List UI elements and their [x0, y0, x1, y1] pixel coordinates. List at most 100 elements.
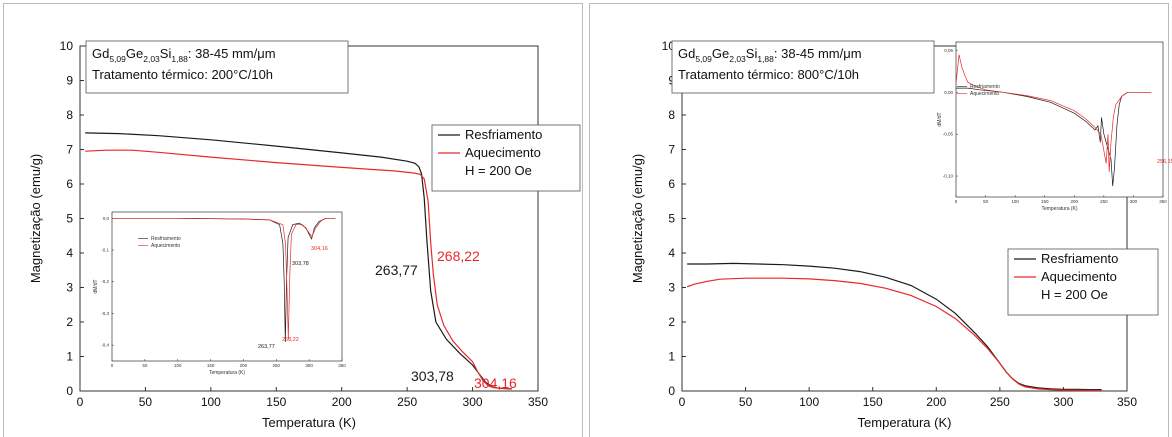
panel-frame — [589, 3, 1169, 437]
sample-formula: Gd5,09Ge2,03Si1,88: 38-45 mm/μm — [92, 46, 276, 64]
inset-x-axis-label: Temperatura (K) — [1041, 206, 1077, 212]
x-tick-label: 200 — [332, 395, 352, 409]
series-line-resfriamento — [687, 262, 1102, 391]
y-tick-label: 3 — [668, 281, 675, 295]
inset-plot-area — [111, 211, 343, 362]
y-tick-label: 6 — [668, 177, 675, 191]
x-tick-label: 0 — [77, 395, 84, 409]
x-tick-label: 150 — [863, 395, 883, 409]
inset-x-tick-label: 100 — [1011, 199, 1019, 204]
y-tick-label: 8 — [668, 108, 675, 122]
y-tick-label: 2 — [668, 315, 675, 329]
sample-formula-part: Si — [160, 46, 172, 61]
inset-x-tick-label: 300 — [1130, 199, 1138, 204]
y-tick-label: 7 — [66, 143, 73, 157]
panel-frame — [3, 3, 583, 437]
y-tick-label: 9 — [66, 74, 73, 88]
legend-field-note: H = 200 Oe — [1041, 287, 1108, 302]
inset-x-tick-label: 150 — [207, 363, 215, 368]
inset-legend-entry: Resfriamento — [970, 84, 1000, 90]
inset-annotation-label: 268,22 — [282, 337, 299, 343]
sample-formula-part: 5,09 — [695, 54, 712, 64]
inset-annotation-label: 303,78 — [292, 261, 309, 267]
inset-y-axis-label: dM/dT — [937, 112, 943, 126]
chart-panel-right: 050100150200250300350012345678910Tempera… — [586, 0, 1172, 437]
inset-annotation-label: 256,15 — [1157, 159, 1172, 165]
inset-x-tick-label: 250 — [273, 363, 281, 368]
inset-legend-entry: Resfriamento — [151, 236, 181, 242]
inset-legend-entry: Aquecimento — [970, 91, 999, 97]
info-box — [85, 40, 349, 94]
x-tick-label: 350 — [1117, 395, 1137, 409]
y-axis-label: Magnetização (emu/g) — [28, 154, 43, 283]
x-tick-label: 200 — [926, 395, 946, 409]
legend-entry: Resfriamento — [1041, 251, 1118, 266]
y-tick-label: 5 — [66, 212, 73, 226]
inset-x-tick-label: 100 — [174, 363, 182, 368]
chart-panel-left: 0 50 100 150 200 250 300 350 0 1 2 3 4 5 6 7 8 9 10 Tempera… — [3, 3, 583, 437]
x-axis-label: Temperatura (K) — [262, 415, 356, 430]
inset-x-tick-label: 50 — [983, 199, 989, 204]
inset-y-tick-label: 0,0 — [103, 216, 110, 221]
magnetization-chart-200C: 0 50 100 150 200 250 300 350 0 1 2 3 4 5 6 7 8 9 10 Tempera… — [3, 3, 583, 437]
annotation-label: 263,77 — [375, 262, 418, 278]
y-tick-label: 5 — [668, 212, 675, 226]
annotation-label: 268,22 — [437, 248, 480, 264]
inset-y-tick-label: -0,1 — [101, 248, 109, 253]
inset-x-tick-label: 350 — [338, 363, 346, 368]
x-tick-label: 100 — [799, 395, 819, 409]
inset-y-tick-label: -0,4 — [101, 343, 109, 348]
inset-x-tick-label: 350 — [1159, 199, 1167, 204]
inset-y-axis-label: dM/dT — [93, 279, 99, 293]
x-tick-label: 300 — [1053, 395, 1073, 409]
y-tick-label: 4 — [668, 246, 675, 260]
inset-plot-area — [955, 41, 1164, 198]
y-tick-label: 6 — [66, 177, 73, 191]
sample-formula-part: Si — [746, 46, 758, 61]
legend-entry: Aquecimento — [465, 145, 541, 160]
y-tick-label: 0 — [668, 384, 675, 398]
inset-series-line-aquecimento — [112, 217, 336, 339]
inset-x-tick-label: 200 — [1071, 199, 1079, 204]
sample-formula-part: Gd — [678, 46, 695, 61]
y-tick-label: 8 — [66, 108, 73, 122]
x-tick-label: 50 — [739, 395, 753, 409]
inset-legend-entry: Aquecimento — [151, 243, 180, 249]
legend-field-note: H = 200 Oe — [465, 163, 532, 178]
inset-x-axis-label: Temperatura (K) — [209, 370, 245, 376]
sample-formula-part: Gd — [92, 46, 109, 61]
legend-box — [1007, 248, 1159, 316]
legend-box — [431, 124, 581, 192]
x-tick-label: 250 — [397, 395, 417, 409]
sample-formula-part: 2,03 — [143, 54, 160, 64]
sample-formula: Gd5,09Ge2,03Si1,88: 38-45 mm/μm — [678, 46, 862, 64]
sample-formula-part: 1,88 — [757, 54, 774, 64]
annotation-label: 303,78 — [411, 368, 454, 384]
y-tick-label: 0 — [66, 384, 73, 398]
x-tick-label: 150 — [266, 395, 286, 409]
treatment-label: Tratamento térmico: 800°C/10h — [678, 67, 859, 82]
info-box — [671, 40, 935, 94]
series-line-aquecimento — [85, 149, 512, 390]
sample-formula-part: 1,88 — [171, 54, 188, 64]
sample-formula-part: : 38-45 mm/μm — [188, 46, 276, 61]
legend-entry: Resfriamento — [465, 127, 542, 142]
y-tick-label: 7 — [668, 143, 675, 157]
x-tick-label: 50 — [139, 395, 153, 409]
y-tick-label: 2 — [66, 315, 73, 329]
inset-x-tick-label: 0 — [111, 363, 114, 368]
y-tick-label: 1 — [668, 350, 675, 364]
legend-entry: Aquecimento — [1041, 269, 1117, 284]
sample-formula-part: : 38-45 mm/μm — [774, 46, 862, 61]
x-tick-label: 100 — [201, 395, 221, 409]
sample-formula-part: Ge — [712, 46, 729, 61]
inset-y-tick-label: -0,3 — [101, 311, 109, 316]
inset-x-tick-label: 200 — [240, 363, 248, 368]
inset-annotation-label: 263,77 — [258, 344, 275, 350]
annotation-label: 304,16 — [474, 375, 517, 391]
inset-annotation-label: 304,16 — [311, 246, 328, 252]
inset-x-tick-label: 50 — [142, 363, 148, 368]
y-tick-label: 1 — [66, 350, 73, 364]
x-tick-label: 0 — [679, 395, 686, 409]
treatment-label: Tratamento térmico: 200°C/10h — [92, 67, 273, 82]
